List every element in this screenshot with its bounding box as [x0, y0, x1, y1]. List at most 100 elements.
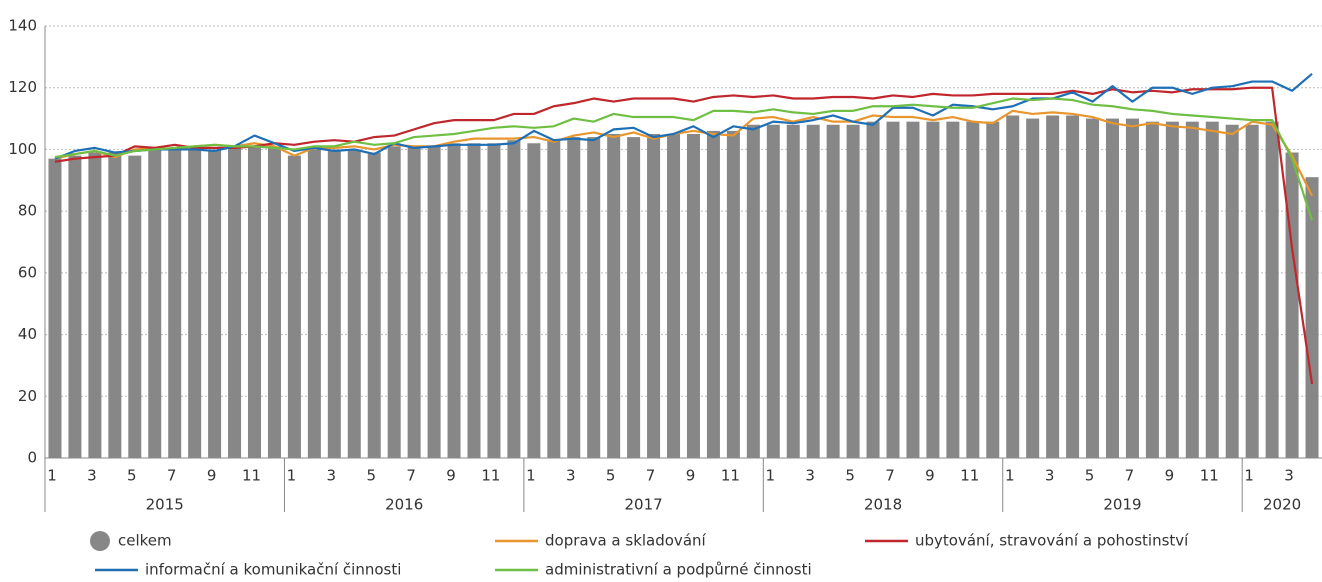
year-label: 2018 [864, 496, 902, 514]
x-tick-label: 1 [1005, 467, 1015, 485]
legend-swatch [90, 531, 110, 551]
legend-label: doprava a skladování [545, 532, 707, 550]
x-tick-label: 7 [406, 467, 416, 485]
bar [1305, 177, 1319, 458]
x-tick-label: 5 [845, 467, 855, 485]
bar [866, 121, 880, 459]
legend-label: informační a komunikační činnosti [145, 561, 401, 579]
x-tick-label: 11 [242, 467, 261, 485]
bar [307, 149, 321, 458]
bar [168, 149, 182, 458]
x-tick-label: 11 [1200, 467, 1219, 485]
x-tick-label: 3 [1284, 467, 1294, 485]
bar [407, 146, 421, 459]
bar [1006, 115, 1020, 458]
bar [108, 152, 122, 458]
bar [128, 155, 142, 458]
x-tick-label: 7 [1125, 467, 1135, 485]
bar [946, 121, 960, 459]
year-label: 2017 [625, 496, 663, 514]
y-tick-label: 0 [27, 449, 37, 467]
x-tick-label: 1 [47, 467, 57, 485]
bar [228, 146, 242, 459]
bar [48, 158, 62, 458]
x-tick-label: 3 [805, 467, 815, 485]
x-tick-label: 11 [481, 467, 500, 485]
x-tick-label: 11 [960, 467, 979, 485]
line [54, 109, 1314, 197]
x-tick-label: 7 [646, 467, 656, 485]
bar [68, 155, 82, 458]
y-tick-label: 60 [18, 263, 37, 281]
x-tick-label: 9 [686, 467, 696, 485]
bar [248, 146, 262, 459]
bar [547, 140, 561, 458]
x-tick-label: 1 [526, 467, 536, 485]
bar [966, 121, 980, 459]
line [54, 97, 1314, 221]
bar [1165, 121, 1179, 459]
x-tick-label: 9 [925, 467, 935, 485]
y-tick-label: 20 [18, 387, 37, 405]
bar [347, 149, 361, 458]
bar [886, 121, 900, 459]
x-tick-label: 3 [1045, 467, 1055, 485]
bar [1086, 118, 1100, 459]
bar [1026, 118, 1040, 459]
bar [726, 130, 740, 458]
x-tick-label: 5 [1085, 467, 1095, 485]
x-tick-label: 5 [127, 467, 137, 485]
year-label: 2019 [1103, 496, 1141, 514]
legend-label: administrativní a podpůrné činnosti [545, 561, 812, 579]
bar [287, 155, 301, 458]
bar [826, 124, 840, 458]
legend-label: celkem [118, 532, 172, 550]
bar [766, 124, 780, 458]
x-tick-label: 7 [167, 467, 177, 485]
bar [686, 134, 700, 458]
year-label: 2016 [385, 496, 423, 514]
x-tick-label: 5 [606, 467, 616, 485]
x-tick-label: 1 [287, 467, 297, 485]
bar [447, 143, 461, 458]
bar [327, 149, 341, 458]
bar [148, 149, 162, 458]
bar [1046, 115, 1060, 458]
bar [367, 152, 381, 458]
line [54, 72, 1313, 160]
bar [387, 146, 401, 459]
x-tick-label: 9 [446, 467, 456, 485]
x-tick-label: 9 [207, 467, 217, 485]
bar [986, 121, 1000, 459]
x-tick-label: 1 [766, 467, 776, 485]
bar [1185, 121, 1199, 459]
year-label: 2015 [146, 496, 184, 514]
x-tick-label: 1 [1244, 467, 1254, 485]
bar [647, 134, 661, 458]
year-label: 2020 [1263, 496, 1301, 514]
x-tick-label: 7 [885, 467, 895, 485]
bar [487, 143, 501, 458]
bar [706, 130, 720, 458]
legend-label: ubytování, stravování a pohostinství [915, 532, 1189, 550]
x-tick-label: 3 [566, 467, 576, 485]
y-tick-label: 120 [8, 78, 37, 96]
bar [1125, 118, 1139, 459]
bar [1145, 121, 1159, 459]
bar [667, 134, 681, 458]
x-tick-label: 9 [1165, 467, 1175, 485]
bar [267, 146, 281, 459]
bar [627, 137, 641, 459]
bar [1066, 115, 1080, 458]
bar [1205, 121, 1219, 459]
y-tick-label: 140 [8, 17, 37, 35]
bar [567, 137, 581, 459]
bar [188, 149, 202, 458]
bar [1225, 124, 1239, 458]
bar [527, 143, 541, 458]
y-tick-label: 40 [18, 325, 37, 343]
bar [208, 149, 222, 458]
bar [786, 124, 800, 458]
bar [607, 134, 621, 458]
